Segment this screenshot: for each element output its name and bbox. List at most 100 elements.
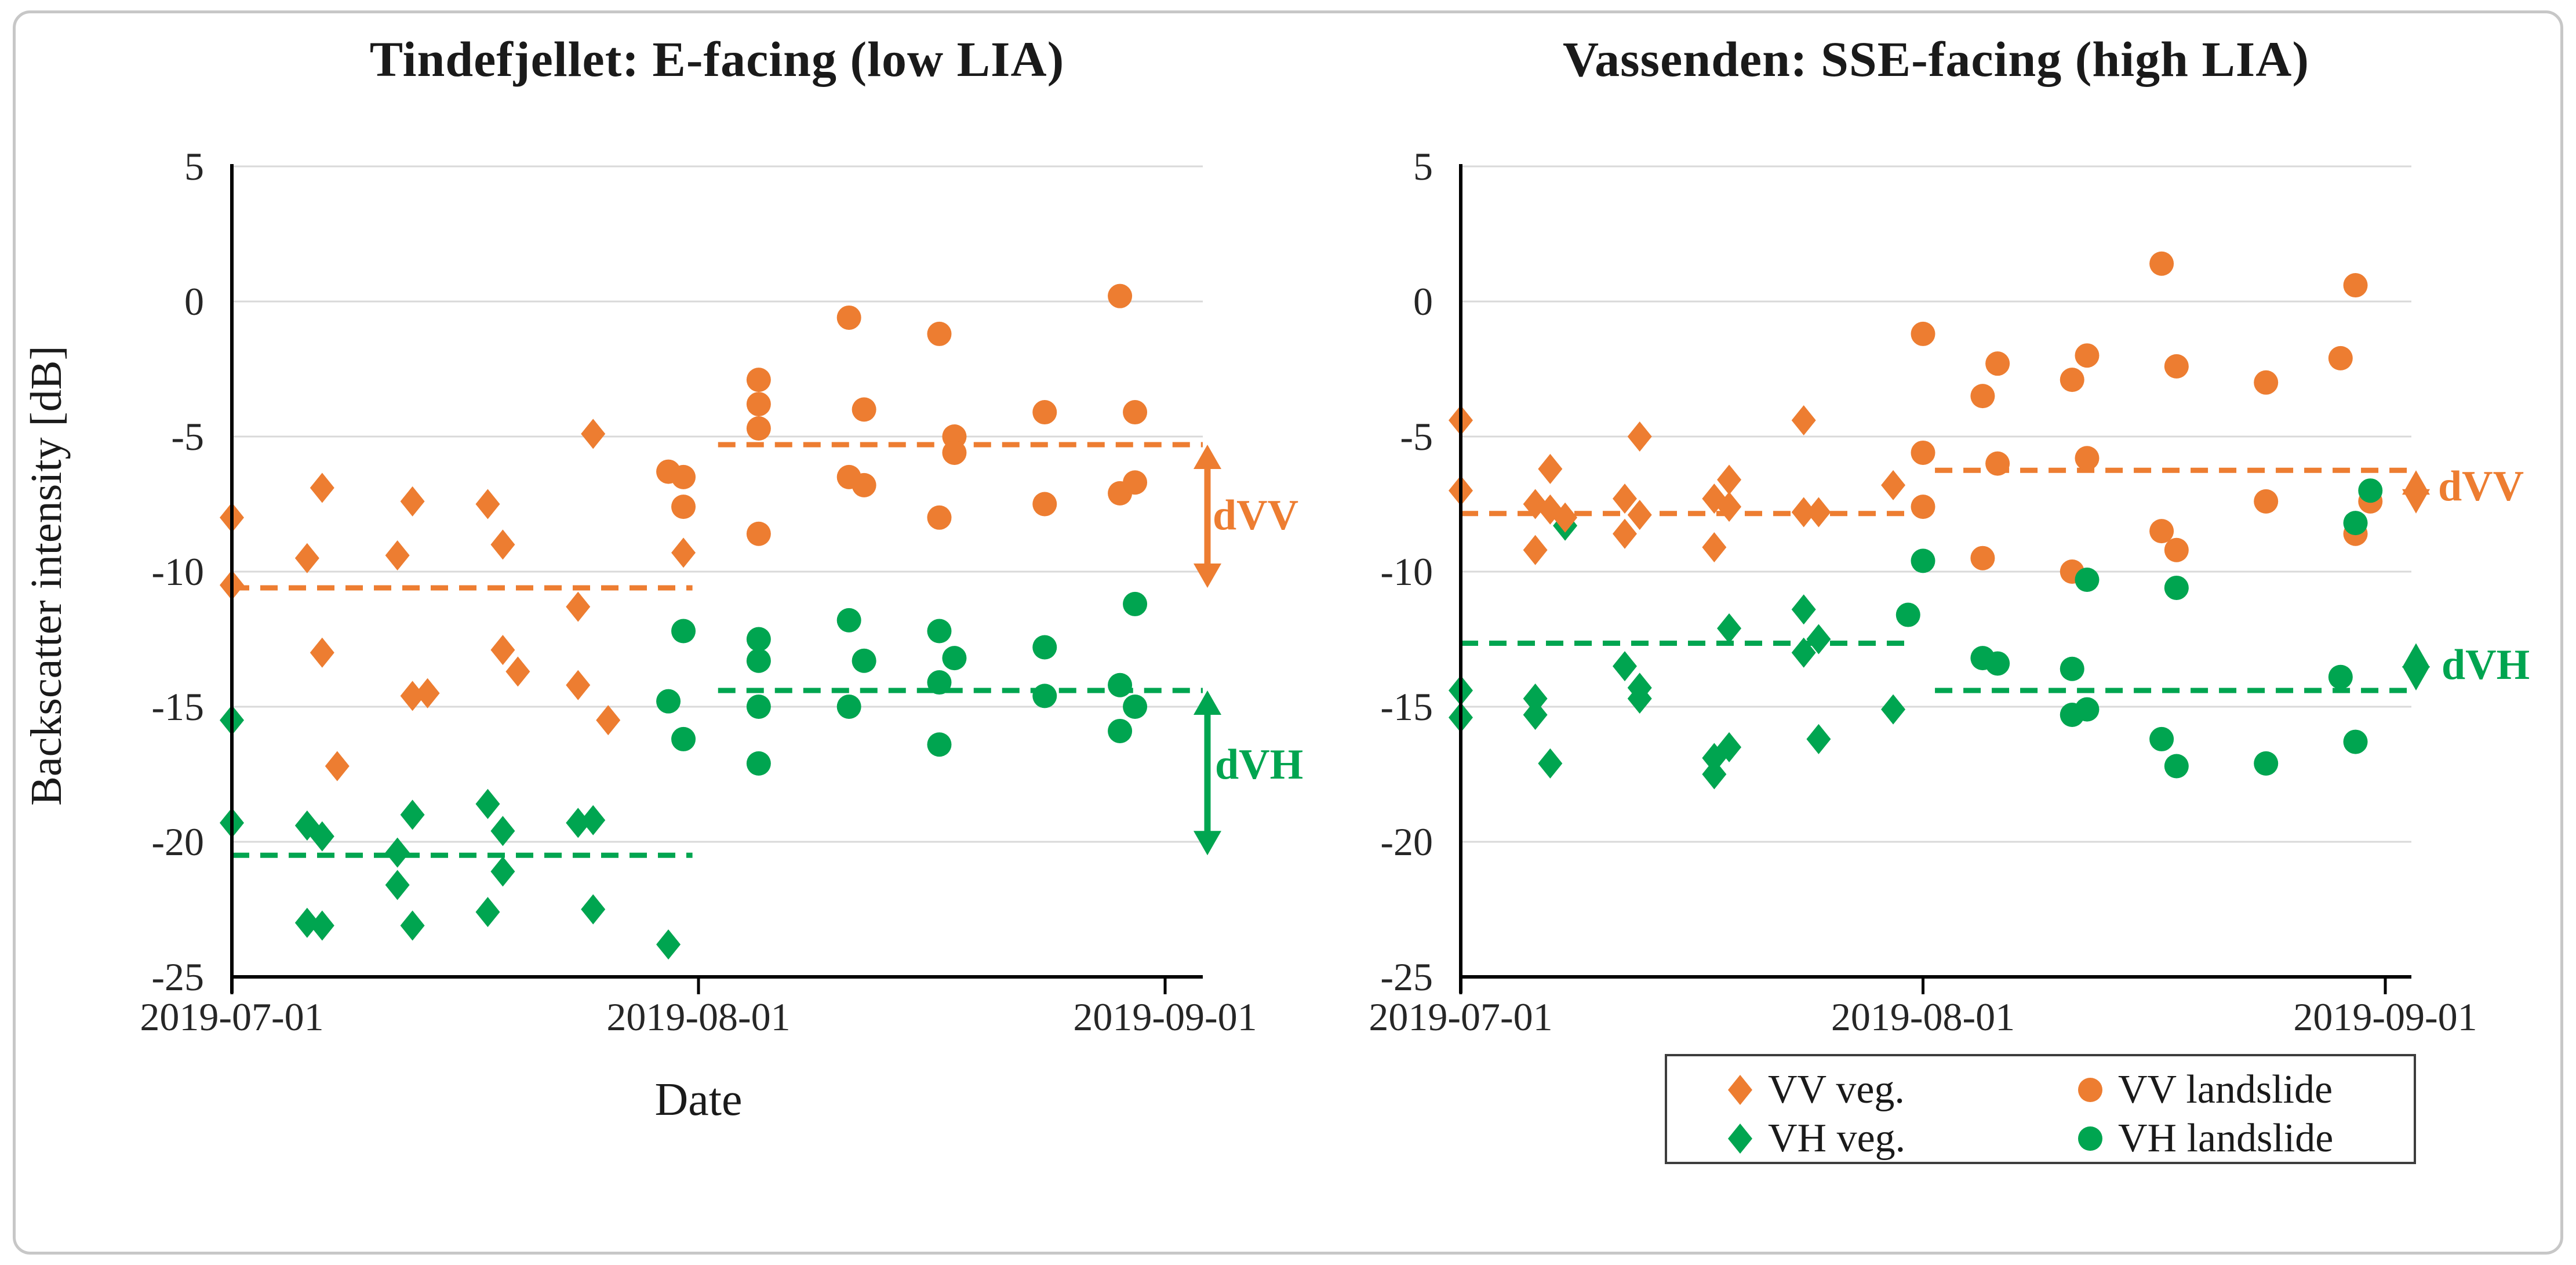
point-vv-veg- xyxy=(400,486,425,517)
legend-label: VV veg. xyxy=(1768,1067,1905,1112)
point-vh-veg- xyxy=(581,894,606,925)
point-vh-veg- xyxy=(1627,684,1652,714)
point-vv-veg- xyxy=(581,419,606,449)
point-vv-veg- xyxy=(505,656,530,687)
x-tick-label: 2019-07-01 xyxy=(140,995,324,1039)
point-vv-landslide xyxy=(942,440,967,465)
point-vv-landslide xyxy=(2254,370,2279,395)
right-chart-title: Vassenden: SSE-facing (high LIA) xyxy=(1562,31,2310,87)
point-vv-landslide xyxy=(2343,273,2368,298)
point-vv-veg- xyxy=(310,637,334,668)
point-vv-landslide xyxy=(1911,321,1935,346)
legend-label: VV landslide xyxy=(2118,1067,2333,1112)
y-tick-label: -10 xyxy=(151,550,204,594)
point-vh-landslide xyxy=(2328,664,2353,689)
point-vh-veg- xyxy=(490,816,515,846)
point-vv-landslide xyxy=(746,392,771,417)
point-vh-landslide xyxy=(927,619,952,644)
point-vv-landslide xyxy=(2254,489,2279,514)
point-vv-veg- xyxy=(566,591,591,622)
point-vh-landslide xyxy=(942,646,967,671)
point-vh-veg- xyxy=(400,910,425,941)
point-vv-landslide xyxy=(1108,283,1133,308)
point-vv-veg- xyxy=(1538,453,1563,484)
y-axis-title: Backscatter intensity [dB] xyxy=(22,346,71,806)
point-vh-veg- xyxy=(385,837,410,868)
left-dvh-label: dVH xyxy=(1215,741,1304,788)
point-vh-landslide xyxy=(1985,651,2010,676)
point-vh-veg- xyxy=(1791,637,1816,668)
point-vh-landslide xyxy=(2343,729,2368,754)
point-vv-landslide xyxy=(2328,346,2353,370)
point-vv-veg- xyxy=(490,635,515,666)
point-vh-landslide xyxy=(671,726,696,751)
point-vh-landslide xyxy=(852,648,876,673)
point-vv-veg- xyxy=(294,543,319,573)
y-tick-label: 5 xyxy=(1413,144,1433,188)
circle-marker xyxy=(2078,1126,2102,1151)
point-vh-veg- xyxy=(400,799,425,830)
y-tick-label: -10 xyxy=(1380,550,1433,594)
point-vv-landslide xyxy=(836,305,861,330)
point-vv-landslide xyxy=(1123,470,1148,495)
x-tick-label: 2019-09-01 xyxy=(1073,995,1257,1039)
point-vh-landslide xyxy=(2149,726,2174,751)
point-vh-veg- xyxy=(1881,694,1906,725)
x-tick-label: 2019-08-01 xyxy=(606,995,791,1039)
point-vv-landslide xyxy=(2149,251,2174,276)
point-vv-veg- xyxy=(1523,535,1548,565)
point-vv-veg- xyxy=(1702,532,1727,563)
point-vh-landslide xyxy=(1108,718,1133,743)
point-vh-veg- xyxy=(581,805,606,835)
legend-item-vv-veg: VV veg. xyxy=(1723,1067,2047,1113)
y-tick-label: 0 xyxy=(184,279,204,323)
y-tick-label: -15 xyxy=(151,685,204,729)
point-vv-veg- xyxy=(1612,518,1637,549)
point-vv-landslide xyxy=(1032,492,1057,517)
left-dvv-label: dVV xyxy=(1213,492,1299,539)
x-tick-label: 2019-09-01 xyxy=(2293,995,2477,1039)
point-vv-landslide xyxy=(1911,495,1935,519)
legend-item-vh-landslide: VH landslide xyxy=(2073,1115,2397,1162)
point-vh-veg- xyxy=(1791,594,1816,625)
legend-item-vh-veg: VH veg. xyxy=(1723,1115,2047,1162)
point-vh-veg- xyxy=(1806,724,1831,754)
legend-label: VH landslide xyxy=(2118,1116,2334,1161)
point-vv-landslide xyxy=(2164,354,2189,379)
y-tick-label: 5 xyxy=(184,144,204,188)
point-vv-veg- xyxy=(1717,492,1742,522)
point-vh-veg- xyxy=(475,897,500,928)
y-tick-label: -5 xyxy=(1400,415,1433,459)
vh-landslide-circle-icon xyxy=(2073,1115,2108,1162)
right-dvh-label: dVH xyxy=(2442,641,2530,689)
point-vh-landslide xyxy=(2060,656,2084,681)
point-vh-landslide xyxy=(656,689,681,714)
point-vv-landslide xyxy=(1985,351,2010,376)
vv-veg-diamond-icon xyxy=(1723,1067,1758,1113)
point-vv-veg- xyxy=(1627,500,1652,530)
y-tick-label: -25 xyxy=(1380,955,1433,999)
point-vv-landslide xyxy=(2075,446,2100,471)
point-vh-landslide xyxy=(671,619,696,644)
point-vh-landslide xyxy=(836,608,861,632)
point-vv-landslide xyxy=(1911,440,1935,465)
point-vv-veg- xyxy=(385,540,410,571)
point-vv-landslide xyxy=(1970,546,1995,570)
point-vv-veg- xyxy=(415,678,440,708)
point-vh-landslide xyxy=(1032,684,1057,708)
point-vv-landslide xyxy=(1123,400,1148,425)
point-vv-landslide xyxy=(927,321,952,346)
point-vh-landslide xyxy=(1123,591,1148,616)
point-vh-landslide xyxy=(1895,602,1920,627)
point-vv-landslide xyxy=(671,495,696,519)
point-vh-landslide xyxy=(1123,695,1148,719)
point-vh-landslide xyxy=(2164,575,2189,600)
point-vv-veg- xyxy=(490,529,515,560)
point-vh-landslide xyxy=(2075,697,2100,722)
point-vh-landslide xyxy=(2254,751,2279,776)
point-vv-veg- xyxy=(1612,484,1637,514)
right-dvv-label: dVV xyxy=(2438,463,2524,510)
point-vh-veg- xyxy=(1702,759,1727,790)
point-vh-veg- xyxy=(490,856,515,887)
point-vv-veg- xyxy=(1806,497,1831,528)
